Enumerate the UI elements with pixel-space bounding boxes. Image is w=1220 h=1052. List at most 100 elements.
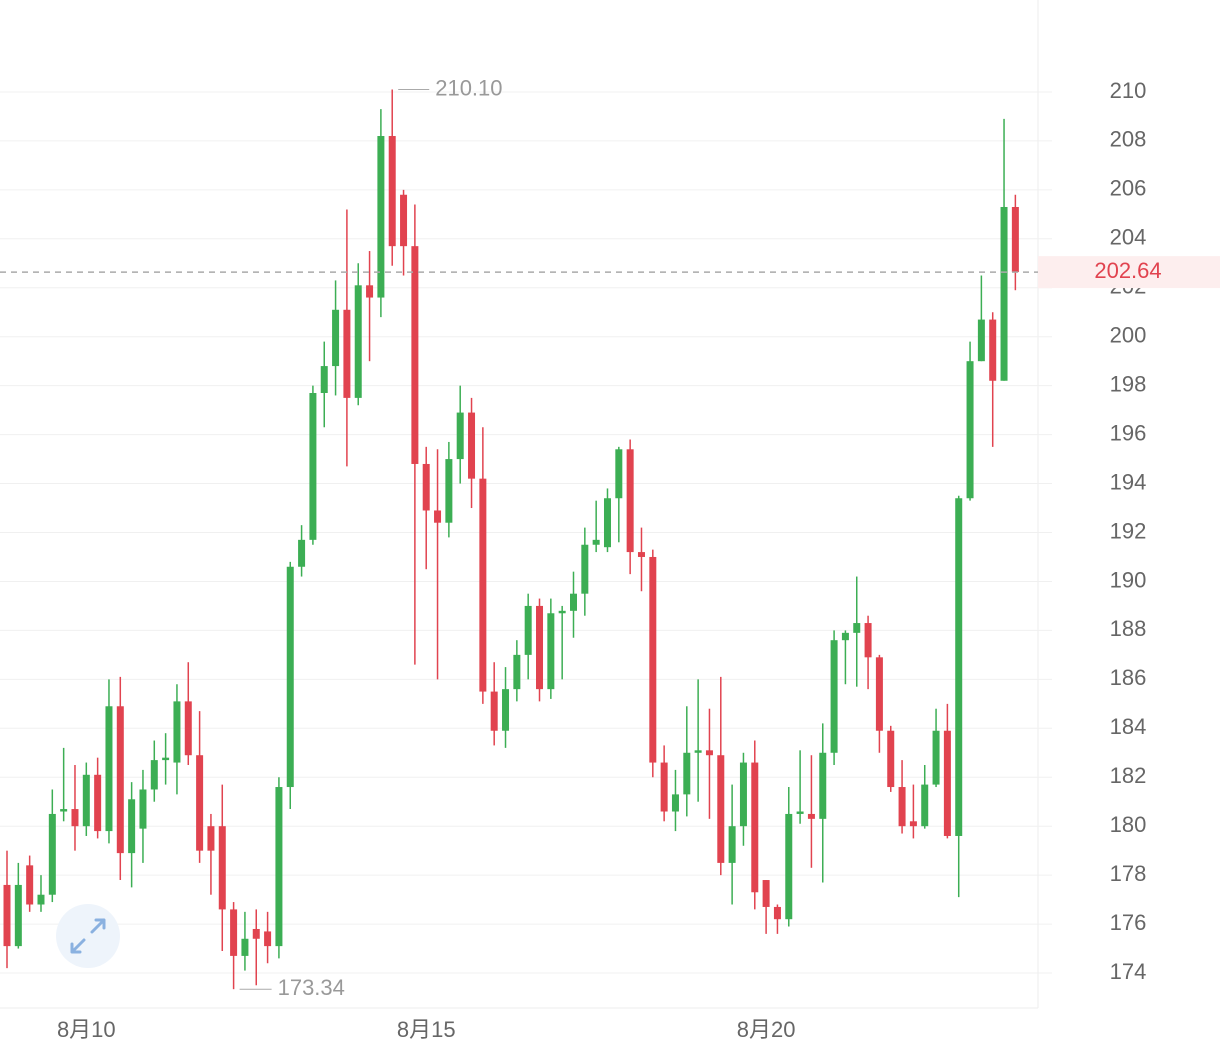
candle-body (853, 623, 861, 633)
candle-body (275, 787, 283, 947)
candle-body (807, 813, 815, 819)
candle-body (207, 826, 215, 851)
candle-body (717, 755, 725, 863)
candle-body (434, 510, 442, 523)
candle-body (921, 784, 929, 827)
candle-body (241, 938, 249, 956)
candle-body (377, 136, 385, 298)
candle-body (875, 657, 883, 731)
y-tick-label: 174 (1110, 959, 1147, 984)
candle-body (468, 412, 476, 479)
candle-body (796, 811, 804, 814)
candle-body (479, 478, 487, 692)
candle-body (637, 552, 645, 557)
labels: 174 176 178 180 182 184 186 188 190 192 194 196 198 2… (0, 75, 1220, 1042)
grid (0, 91, 1052, 974)
candle-body (513, 654, 521, 690)
candle-body (422, 463, 430, 511)
candle-body (864, 623, 872, 658)
candle-body (230, 909, 238, 956)
candle-body (252, 928, 260, 939)
candle-body (150, 760, 158, 790)
candle-body (785, 813, 793, 920)
candle-body (162, 757, 170, 761)
y-tick-label: 194 (1110, 469, 1147, 494)
candle-body (343, 309, 351, 398)
candle-body (694, 750, 702, 753)
candle-body (94, 774, 102, 832)
candle-body (603, 498, 611, 548)
candle-body (218, 826, 226, 910)
candle-body (309, 392, 317, 540)
candle-body (490, 691, 498, 731)
candle-body (739, 762, 747, 827)
candle-body (26, 865, 34, 905)
high-label: 210.10 (435, 75, 502, 100)
y-tick-label: 206 (1110, 176, 1147, 201)
last-price-label: 202.64 (1094, 258, 1161, 283)
candle-body (456, 412, 464, 460)
candle-body (649, 556, 657, 763)
candle-body (966, 361, 974, 499)
candle-body (388, 136, 396, 247)
candle-body (366, 285, 374, 298)
low-label: 173.34 (278, 975, 345, 1000)
y-tick-label: 208 (1110, 127, 1147, 152)
candle-body (626, 449, 634, 553)
candle-body (728, 826, 736, 863)
y-tick-label: 210 (1110, 78, 1147, 103)
candle-body (841, 632, 849, 641)
candle-body (898, 787, 906, 827)
candle-body (943, 730, 951, 836)
y-tick-label: 180 (1110, 812, 1147, 837)
candle-body (524, 605, 532, 655)
candle-body (705, 750, 713, 756)
candle-body (298, 539, 306, 567)
candle-body (547, 613, 555, 690)
candle-body (354, 285, 362, 398)
candle-body (1011, 206, 1019, 273)
candle-body (773, 906, 781, 920)
x-tick-label: 8月10 (57, 1017, 116, 1042)
candle-body (14, 884, 22, 947)
candle-body (615, 449, 623, 499)
candle-body (887, 730, 895, 788)
x-tick-label: 8月15 (397, 1017, 456, 1042)
candle-body (751, 762, 759, 893)
expand-button[interactable] (56, 904, 120, 968)
candle-body (671, 794, 679, 812)
candle-body (173, 701, 181, 763)
candle-body (955, 498, 963, 836)
candle-body (581, 544, 589, 594)
candle-body (139, 789, 147, 829)
candle-body (411, 246, 419, 464)
expand-icon[interactable] (70, 918, 106, 954)
y-tick-label: 204 (1110, 225, 1147, 250)
candle-body (683, 752, 691, 795)
candle-body (60, 809, 68, 812)
candle-body (196, 755, 204, 851)
candle-body (105, 706, 113, 832)
candle-body (570, 593, 577, 611)
candle-body (320, 366, 328, 393)
candle-body (830, 640, 838, 753)
candle-body (82, 774, 90, 827)
candle-body (909, 821, 917, 827)
candle-body (592, 539, 600, 545)
expand-circle[interactable] (56, 904, 120, 968)
candle-body (264, 931, 272, 947)
candle-body (502, 689, 510, 731)
y-tick-label: 178 (1110, 861, 1147, 886)
y-tick-label: 196 (1110, 420, 1147, 445)
candle-body (37, 894, 45, 905)
last-price-badge (1038, 256, 1220, 289)
candle-body (128, 799, 136, 854)
candle-body (660, 762, 668, 812)
candle-body (819, 752, 827, 819)
y-tick-label: 184 (1110, 714, 1147, 739)
y-tick-label: 190 (1110, 567, 1147, 592)
candle-body (116, 706, 124, 854)
y-tick-label: 198 (1110, 371, 1147, 396)
candle-body (286, 566, 294, 788)
candle-body (1000, 206, 1008, 381)
